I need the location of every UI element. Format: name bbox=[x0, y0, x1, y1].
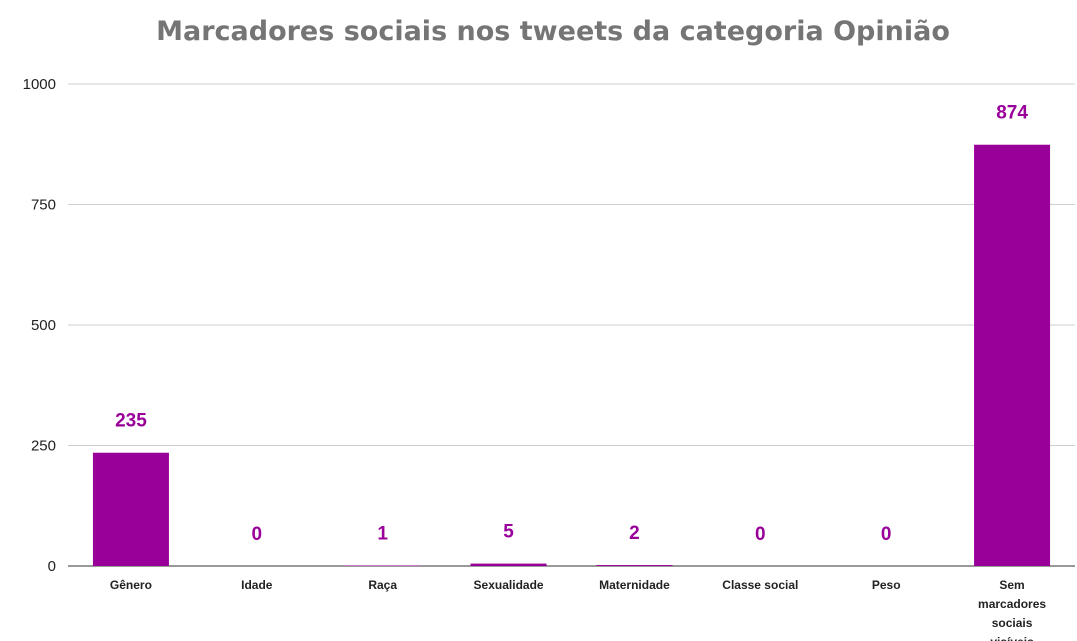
data-label: 0 bbox=[755, 524, 766, 545]
data-label: 0 bbox=[881, 524, 892, 545]
data-label: 235 bbox=[115, 411, 147, 432]
data-label: 1 bbox=[377, 524, 388, 545]
y-tick-label: 250 bbox=[31, 438, 56, 455]
x-tick-label: Sexualidade bbox=[474, 578, 544, 592]
bar bbox=[596, 565, 673, 566]
y-tick-label: 1000 bbox=[23, 76, 56, 93]
data-label: 2 bbox=[629, 523, 640, 544]
x-tick-label: Semmarcadoressociaisvisíveis bbox=[978, 578, 1046, 641]
bar bbox=[974, 144, 1051, 566]
data-label: 5 bbox=[503, 522, 514, 543]
data-label: 874 bbox=[996, 103, 1028, 124]
data-labels: 235 0 1 5 2 0 0 874 bbox=[115, 103, 1028, 545]
x-tick-label: Gênero bbox=[110, 578, 152, 592]
x-tick-label: Classe social bbox=[722, 578, 798, 592]
x-axis-ticks: Gênero Idade Raça Sexualidade Maternidade Cla… bbox=[110, 578, 1046, 641]
chart-title: Marcadores sociais nos tweets da categor… bbox=[156, 16, 950, 47]
x-tick-label: Raça bbox=[368, 578, 397, 592]
y-tick-label: 500 bbox=[31, 317, 56, 334]
bar bbox=[92, 452, 169, 566]
bars bbox=[92, 144, 1051, 566]
x-tick-label: Idade bbox=[241, 578, 273, 592]
gridlines bbox=[68, 83, 1075, 567]
y-tick-label: 750 bbox=[31, 197, 56, 214]
x-tick-label: Maternidade bbox=[599, 578, 670, 592]
x-tick-label: Peso bbox=[872, 578, 901, 592]
y-axis-ticks: 0 250 500 750 1000 bbox=[23, 76, 56, 575]
data-label: 0 bbox=[252, 524, 263, 545]
y-tick-label: 0 bbox=[48, 558, 56, 575]
bar bbox=[470, 563, 547, 566]
